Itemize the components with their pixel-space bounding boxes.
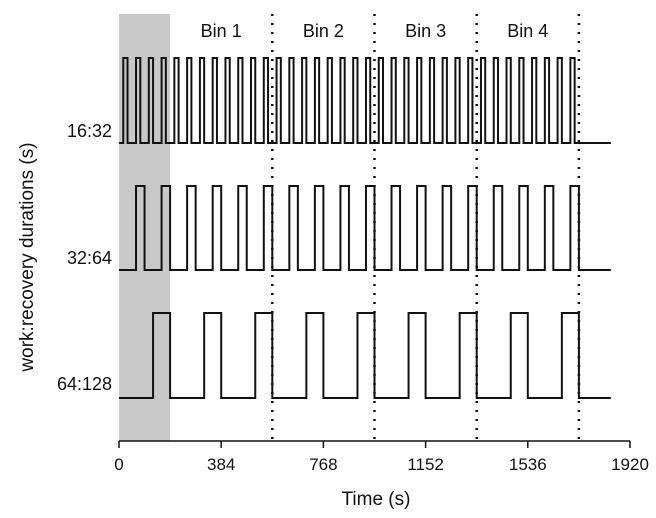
x-tick-label: 1152 [407, 455, 444, 474]
x-axis-label: Time (s) [342, 489, 411, 510]
bin-label: Bin 1 [201, 21, 242, 41]
series-label: 16:32 [67, 121, 112, 141]
y-axis-label: work:recovery durations (s) [17, 142, 38, 372]
x-tick-label: 1536 [509, 455, 547, 474]
row-labels: 16:32 32:64 64:128 [57, 121, 112, 394]
x-tick-label: 1920 [611, 455, 649, 474]
bin-label: Bin 2 [303, 21, 344, 41]
series-label: 32:64 [67, 248, 112, 268]
series-trace-32-64 [119, 185, 611, 271]
series-trace-16-32 [119, 57, 611, 144]
bin-label: Bin 3 [405, 21, 446, 41]
x-tick-label: 384 [207, 455, 235, 474]
series-trace-64-128 [119, 312, 611, 399]
x-axis: 0 384 768 1152 1536 1920 [114, 440, 649, 474]
series-label: 64:128 [57, 374, 112, 394]
bin-label: Bin 4 [507, 21, 548, 41]
x-tick-label: 0 [114, 455, 123, 474]
series-group [119, 57, 611, 399]
x-tick-label: 768 [309, 455, 337, 474]
bin-labels: Bin 1 Bin 2 Bin 3 Bin 4 [201, 21, 549, 41]
